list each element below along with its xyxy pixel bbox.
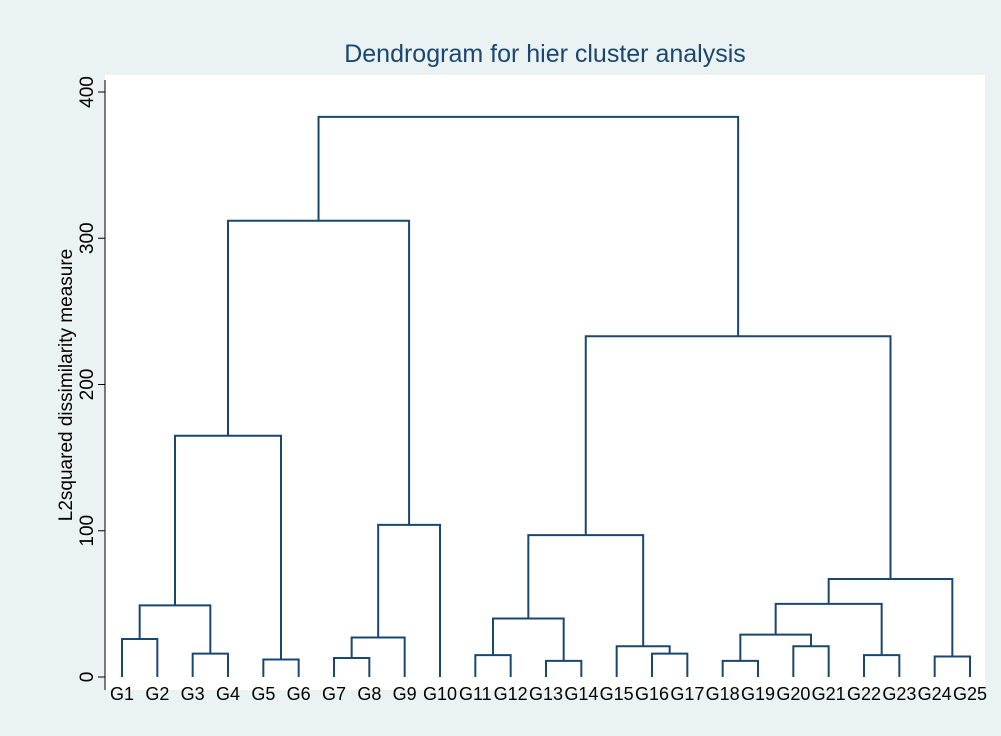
y-tick-label: 300 bbox=[77, 222, 98, 254]
plot-area bbox=[105, 75, 985, 690]
leaf-label: G19 bbox=[741, 684, 775, 704]
y-tick-label: 0 bbox=[77, 672, 98, 683]
leaf-label: G6 bbox=[287, 684, 311, 704]
leaf-label: G11 bbox=[459, 684, 492, 704]
leaf-label: G25 bbox=[953, 684, 987, 704]
leaf-label: G20 bbox=[776, 684, 810, 704]
leaf-label: G21 bbox=[812, 684, 846, 704]
leaf-label: G13 bbox=[529, 684, 563, 704]
cluster-link bbox=[317, 115, 740, 337]
y-tick-label: 100 bbox=[77, 515, 98, 547]
leaf-label: G1 bbox=[110, 684, 134, 704]
leaf-label: G17 bbox=[670, 684, 704, 704]
leaf-label: G10 bbox=[423, 684, 457, 704]
leaf-label: G18 bbox=[706, 684, 740, 704]
leaf-label: G23 bbox=[882, 684, 916, 704]
leaf-label: G7 bbox=[322, 684, 346, 704]
leaf-label: G22 bbox=[847, 684, 881, 704]
leaf-label: G8 bbox=[357, 684, 381, 704]
leaf-label: G3 bbox=[181, 684, 205, 704]
leaf-label: G15 bbox=[600, 684, 634, 704]
y-tick-label: 200 bbox=[77, 369, 98, 401]
leaf-label: G5 bbox=[251, 684, 275, 704]
leaf-label: G9 bbox=[393, 684, 417, 704]
y-axis-label: L2squared dissimilarity measure bbox=[56, 249, 77, 521]
leaf-label: G24 bbox=[918, 684, 952, 704]
leaf-label: G4 bbox=[216, 684, 240, 704]
cluster-link bbox=[827, 578, 954, 657]
cluster-link bbox=[138, 604, 212, 654]
leaf-label: G14 bbox=[564, 684, 598, 704]
cluster-link bbox=[174, 434, 282, 660]
cluster-link bbox=[350, 636, 406, 677]
cluster-link bbox=[863, 654, 901, 677]
y-tick-label: 400 bbox=[77, 76, 98, 108]
leaf-label: G12 bbox=[494, 684, 528, 704]
cluster-link bbox=[739, 633, 812, 661]
cluster-link bbox=[474, 654, 512, 677]
leaf-label: G16 bbox=[635, 684, 669, 704]
cluster-link bbox=[527, 534, 645, 647]
leaf-label: G2 bbox=[145, 684, 169, 704]
chart-title: Dendrogram for hier cluster analysis bbox=[344, 40, 746, 68]
